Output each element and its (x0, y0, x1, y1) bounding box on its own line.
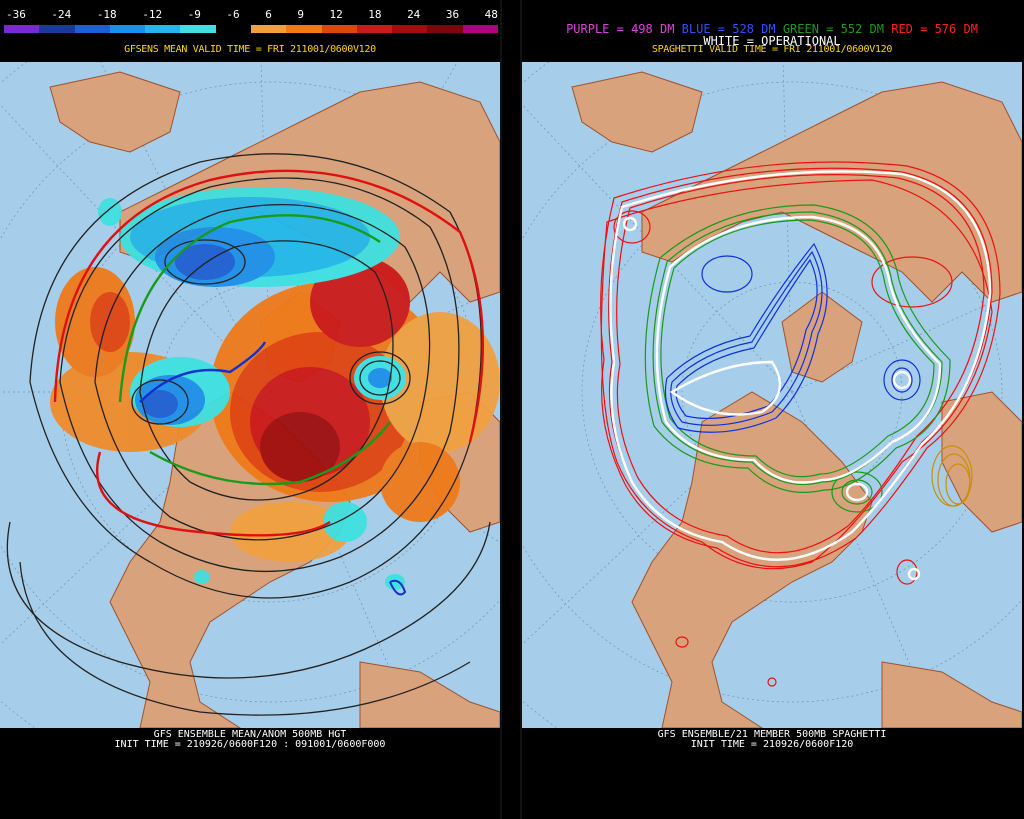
spaghetti-caption-init-time: INIT TIME = 210926/0600F120 (690, 739, 854, 750)
mean-anomaly-map (0, 62, 500, 728)
colorbar-label: -18 (96, 8, 117, 21)
colorbar-swatch (392, 25, 428, 33)
colorbar-label: 9 (297, 8, 304, 21)
colorbar-swatch (180, 25, 216, 33)
colorbar-swatch (356, 25, 393, 33)
spaghetti-color-legend: PURPLE = 498 DM BLUE = 528 DM GREEN = 55… (522, 22, 1022, 36)
colorbar-label: -9 (187, 8, 201, 21)
colorbar-swatch (321, 25, 357, 33)
legend-white-operational: WHITE = OPERATIONAL (703, 34, 841, 48)
colorbar-label: 24 (407, 8, 421, 21)
colorbar-swatch (145, 25, 181, 33)
panel-divider-left (500, 0, 502, 819)
colorbar-label: 36 (445, 8, 460, 21)
colorbar-tick-labels: -36 -24 -18 -12 -9 -6 6 9 12 18 24 36 48 (6, 8, 498, 22)
legend-green: GREEN = 552 DM (782, 22, 884, 36)
spaghetti-caption-description: GFS ENSEMBLE/21 MEMBER 500MB SPAGHETTI (657, 729, 887, 740)
colorbar-label: -6 (226, 8, 240, 21)
colorbar-swatch (215, 25, 251, 33)
spaghetti-valid-time-title: SPAGHETTI VALID TIME = FRI 211001/0600V1… (651, 44, 893, 55)
panel-divider-right (520, 0, 522, 819)
spaghetti-map (522, 62, 1022, 728)
colorbar-label: 18 (368, 8, 382, 21)
mean-caption-description: GFS ENSEMBLE MEAN/ANOM 500MB HGT (153, 729, 347, 740)
colorbar-swatch (286, 25, 322, 33)
colorbar-swatch (39, 25, 75, 33)
colorbar-label: -12 (142, 8, 163, 21)
mean-caption-init-time: INIT TIME = 210926/0600F120 : 091001/060… (114, 739, 386, 750)
legend-red: RED = 576 DM (891, 22, 978, 36)
colorbar-swatch (74, 25, 110, 33)
colorbar-label: 48 (484, 8, 498, 21)
colorbar-swatch (427, 25, 463, 33)
colorbar-label: -36 (6, 8, 26, 21)
colorbar-swatch (109, 25, 146, 33)
colorbar-swatch (250, 25, 287, 33)
colorbar-label: 6 (265, 8, 272, 21)
spaghetti-panel: PURPLE = 498 DM BLUE = 528 DM GREEN = 55… (522, 0, 1022, 819)
colorbar-swatch (4, 25, 40, 33)
mean-anomaly-panel: -36 -24 -18 -12 -9 -6 6 9 12 18 24 36 48 GFSENS MEAN… (0, 0, 500, 819)
legend-purple: PURPLE = 498 DM (566, 22, 675, 36)
colorbar-label: 12 (329, 8, 343, 21)
legend-blue: BLUE = 528 DM (681, 22, 776, 36)
mean-valid-time-title: GFSENS MEAN VALID TIME = FRI 211001/0600… (124, 44, 376, 55)
anomaly-colorbar (4, 25, 498, 33)
colorbar-swatch (462, 25, 498, 33)
colorbar-label: -24 (51, 8, 72, 21)
